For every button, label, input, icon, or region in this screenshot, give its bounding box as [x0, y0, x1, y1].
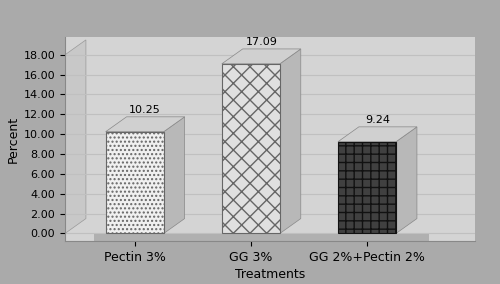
Polygon shape	[164, 117, 184, 233]
Polygon shape	[94, 233, 428, 241]
Polygon shape	[280, 49, 301, 233]
Polygon shape	[338, 127, 417, 142]
Text: 10.25: 10.25	[130, 105, 161, 115]
Polygon shape	[396, 127, 417, 233]
Text: 9.24: 9.24	[365, 115, 390, 125]
Polygon shape	[222, 49, 301, 64]
Bar	[338, 142, 396, 233]
X-axis label: Treatments: Treatments	[235, 268, 305, 281]
Bar	[106, 132, 164, 233]
Y-axis label: Percent: Percent	[6, 116, 20, 163]
Polygon shape	[65, 40, 86, 233]
Polygon shape	[106, 117, 184, 132]
Bar	[222, 64, 280, 233]
Text: 17.09: 17.09	[246, 37, 277, 47]
